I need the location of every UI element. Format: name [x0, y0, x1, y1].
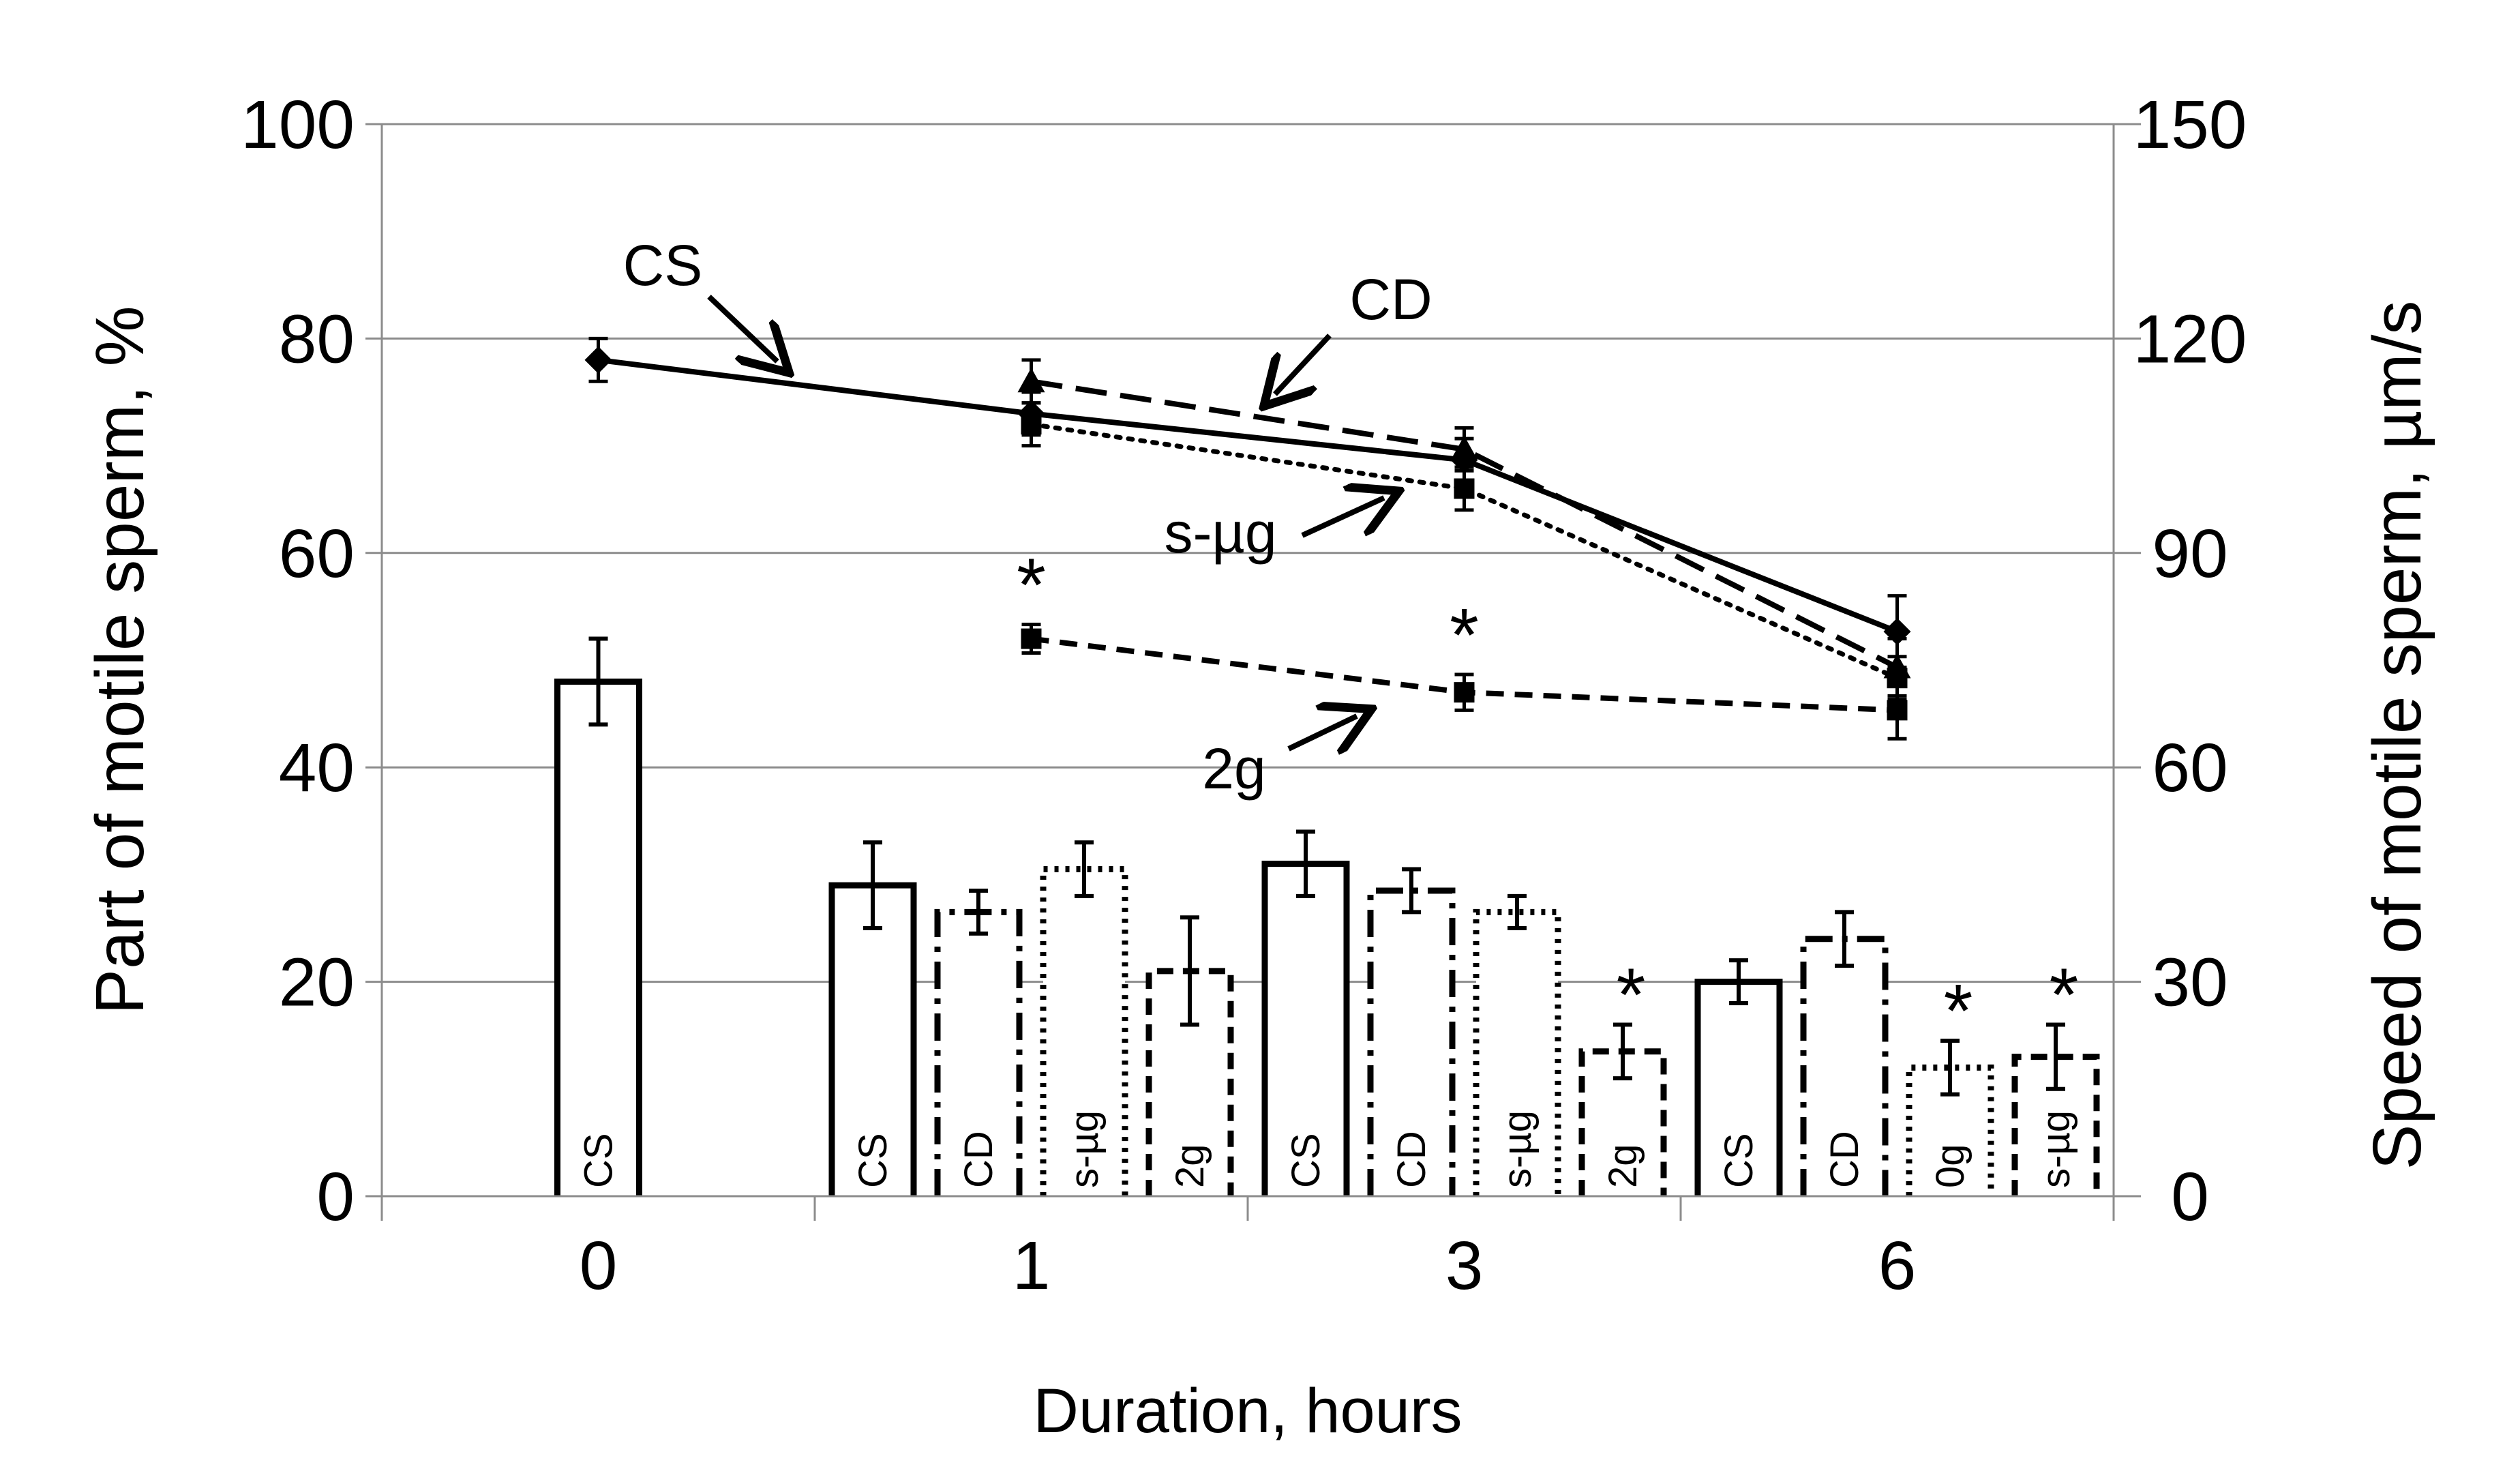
bar-label: s-µg — [2034, 1110, 2078, 1188]
significance-star: * — [2050, 953, 2079, 1037]
bar-label: CS — [851, 1133, 895, 1188]
bar — [1698, 981, 1780, 1196]
bar-label: CS — [577, 1133, 621, 1188]
x-axis-title: Duration, hours — [1034, 1376, 1462, 1446]
left-tick-label: 20 — [279, 945, 355, 1021]
bar-label: CD — [1390, 1131, 1434, 1188]
right-tick-label: 150 — [2133, 87, 2247, 163]
series-line — [1030, 379, 1899, 670]
bar-label: CS — [1717, 1133, 1761, 1188]
chart-text: 0 0 20 30 40 60 60 90 80 120 100 150 0 1 3 6 Duration, h… — [82, 87, 2435, 1446]
right-tick-label: 90 — [2152, 516, 2228, 592]
right-tick-label: 60 — [2152, 730, 2228, 806]
data-point — [1887, 700, 1908, 721]
x-tick-label: 3 — [1445, 1228, 1484, 1304]
right-tick-label: 30 — [2152, 945, 2228, 1021]
bar — [937, 912, 1019, 1196]
bar-label: 0g — [1928, 1144, 1972, 1188]
data-point — [1454, 478, 1475, 499]
series-line — [598, 357, 1898, 634]
significance-star: * — [1617, 953, 1646, 1037]
bar-label: CD — [1822, 1131, 1867, 1188]
callout-arrow — [1301, 498, 1384, 538]
bar-label: s-µg — [1495, 1110, 1540, 1188]
bar-label: s-µg — [1062, 1110, 1107, 1188]
x-tick-label: 6 — [1878, 1228, 1917, 1304]
series-line — [1029, 421, 1900, 681]
significance-star: * — [1450, 593, 1479, 677]
left-tick-label: 40 — [279, 730, 355, 806]
significance-star: * — [1944, 969, 1973, 1053]
bar — [1043, 869, 1125, 1196]
bar-outline — [1473, 908, 1561, 1196]
bar-outline — [1906, 1064, 1994, 1196]
significance-star: * — [1017, 544, 1046, 627]
data-point — [1021, 414, 1042, 435]
callout-label: s-µg — [1164, 501, 1276, 565]
bar-outline — [2011, 1054, 2100, 1196]
bar — [1803, 938, 1885, 1196]
right-axis-title: Speed of motile sperm, µm/s — [2359, 301, 2435, 1170]
left-tick-label: 60 — [279, 516, 355, 592]
bar — [832, 885, 914, 1196]
callout-label: CD — [1349, 267, 1432, 331]
data-point — [1450, 435, 1478, 460]
data-point — [584, 346, 612, 374]
callout-arrow — [1275, 333, 1332, 394]
right-tick-label: 120 — [2133, 301, 2247, 377]
bar-label: 2g — [1168, 1144, 1212, 1188]
callout-arrow — [707, 295, 777, 361]
callout-arrow — [1287, 716, 1357, 749]
left-tick-label: 80 — [279, 301, 355, 377]
bar-label: 2g — [1601, 1144, 1645, 1188]
x-tick-label: 1 — [1012, 1228, 1051, 1304]
bar — [1476, 912, 1558, 1196]
bar — [1370, 890, 1452, 1196]
left-tick-label: 0 — [316, 1159, 355, 1235]
data-point — [1454, 682, 1475, 703]
callout-label: CS — [623, 233, 703, 297]
data-point — [1021, 628, 1042, 649]
left-tick-label: 100 — [241, 87, 355, 163]
bar-outline — [1367, 887, 1456, 1196]
bar — [557, 681, 640, 1196]
bar — [1265, 863, 1347, 1196]
bars — [554, 636, 2100, 1196]
line-series — [584, 336, 1911, 741]
x-tick-label: 0 — [580, 1228, 618, 1304]
bar-label: CD — [957, 1131, 1001, 1188]
bar-label: CS — [1284, 1133, 1328, 1188]
right-tick-label: 0 — [2171, 1159, 2209, 1235]
callout-label: 2g — [1202, 737, 1265, 801]
left-axis-title: Part of motile sperm, % — [82, 306, 158, 1014]
data-point — [1017, 368, 1045, 393]
axes — [365, 123, 2141, 1221]
